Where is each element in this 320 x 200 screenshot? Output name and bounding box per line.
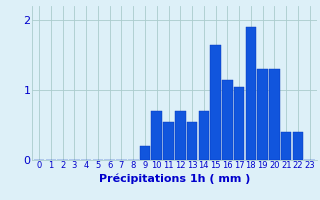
Bar [175,111,186,160]
Bar [222,79,233,160]
Bar [151,111,162,160]
Bar [246,27,256,160]
Bar [269,69,280,160]
Bar [281,132,292,160]
Bar [234,86,244,160]
Bar [210,45,221,160]
Bar [163,121,174,160]
Bar [257,69,268,160]
Bar [187,121,197,160]
X-axis label: Précipitations 1h ( mm ): Précipitations 1h ( mm ) [99,173,250,184]
Bar [198,111,209,160]
Bar [140,146,150,160]
Bar [293,132,303,160]
